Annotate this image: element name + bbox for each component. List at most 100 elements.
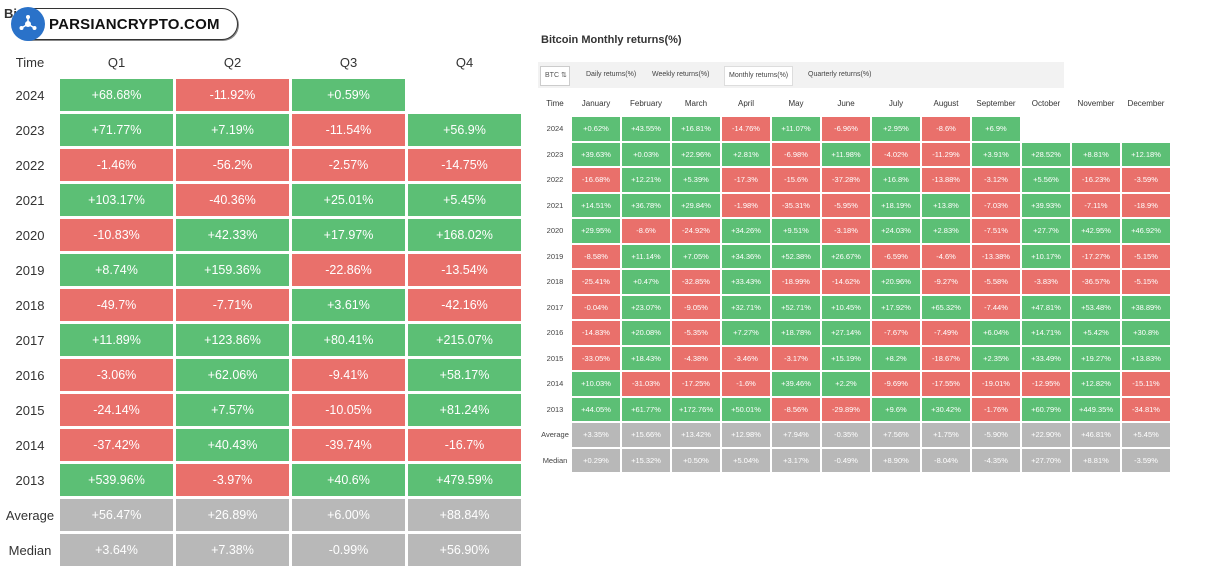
return-cell: +33.43% — [722, 270, 770, 294]
row-label: 2021 — [15, 192, 45, 208]
return-cell: -9.41% — [292, 359, 405, 391]
tab-daily[interactable]: Daily returns(%) — [586, 71, 637, 78]
returns-toolbar: BTC ⇅ Daily returns(%) Weekly returns(%) M… — [538, 62, 1064, 88]
return-cell: -3.97% — [176, 464, 289, 496]
return-cell: +46.92% — [1122, 219, 1170, 243]
return-cell: +11.14% — [622, 244, 670, 268]
table-row: 2023 +39.63% +0.03% +22.96% +2.81% -6.98% +11.… — [540, 142, 1170, 166]
return-cell: +68.68% — [60, 79, 173, 111]
return-cell: -1.6% — [722, 372, 770, 396]
return-cell: +39.63% — [572, 142, 620, 166]
return-cell: +39.46% — [772, 372, 820, 396]
return-cell: +25.01% — [292, 184, 405, 216]
return-cell: +5.42% — [1072, 321, 1120, 345]
table-row: 2015 -24.14% +7.57% -10.05% +81.24% — [3, 394, 521, 426]
return-cell: -33.05% — [572, 346, 620, 370]
return-cell: +33.49% — [1022, 346, 1070, 370]
asset-select-value: BTC — [545, 72, 559, 79]
return-cell: +17.92% — [872, 295, 920, 319]
table-row: 2024 +0.62% +43.55% +16.81% -14.76% +11.07% -6… — [540, 117, 1170, 141]
column-header: Q4 — [455, 54, 474, 70]
return-cell: +65.32% — [922, 295, 970, 319]
return-cell: +19.27% — [1072, 346, 1120, 370]
row-label: Average — [5, 507, 55, 523]
return-cell: -16.23% — [1072, 168, 1120, 192]
return-cell: -7.67% — [872, 321, 920, 345]
table-row: 2016 -14.83% +20.08% -5.35% +7.27% +18.78% +27… — [540, 321, 1170, 345]
monthly-title: Bitcoin Monthly returns(%) — [541, 34, 682, 46]
return-cell: +7.19% — [176, 114, 289, 146]
return-cell: +0.03% — [622, 142, 670, 166]
return-cell: -0.99% — [292, 534, 405, 566]
return-cell: -4.35% — [972, 448, 1020, 472]
return-cell: -37.28% — [822, 168, 870, 192]
return-cell — [408, 79, 521, 111]
return-cell: +26.67% — [822, 244, 870, 268]
site-logo[interactable]: PARSIANCRYPTO.COM — [11, 7, 238, 41]
return-cell: +56.47% — [60, 499, 173, 531]
tab-weekly[interactable]: Weekly returns(%) — [652, 71, 710, 78]
return-cell: -3.83% — [1022, 270, 1070, 294]
return-cell: -4.6% — [922, 244, 970, 268]
return-cell: +0.47% — [622, 270, 670, 294]
return-cell: +2.2% — [822, 372, 870, 396]
row-label: 2020 — [15, 227, 45, 243]
return-cell: -8.56% — [772, 397, 820, 421]
return-cell: -5.58% — [972, 270, 1020, 294]
return-cell: -3.46% — [722, 346, 770, 370]
return-cell: -0.49% — [822, 448, 870, 472]
return-cell: -18.99% — [772, 270, 820, 294]
return-cell: -14.76% — [722, 117, 770, 141]
return-cell: +29.84% — [672, 193, 720, 217]
return-cell: +50.01% — [722, 397, 770, 421]
asset-select[interactable]: BTC ⇅ — [540, 66, 570, 86]
return-cell: +6.00% — [292, 499, 405, 531]
return-cell: +7.05% — [672, 244, 720, 268]
return-cell: -15.6% — [772, 168, 820, 192]
return-cell: -35.31% — [772, 193, 820, 217]
table-row: 2015 -33.05% +18.43% -4.38% -3.46% -3.17% +15.… — [540, 346, 1170, 370]
return-cell: +7.94% — [772, 423, 820, 447]
return-cell: -17.25% — [672, 372, 720, 396]
return-cell: -5.35% — [672, 321, 720, 345]
return-cell: +11.98% — [822, 142, 870, 166]
return-cell: -7.71% — [176, 289, 289, 321]
tab-monthly[interactable]: Monthly returns(%) — [724, 66, 794, 86]
row-label: 2019 — [546, 251, 564, 261]
return-cell: +3.91% — [972, 142, 1020, 166]
return-cell: -8.58% — [572, 244, 620, 268]
column-header: Q1 — [107, 54, 126, 70]
return-cell: +8.81% — [1072, 448, 1120, 472]
row-label: Average — [541, 430, 569, 440]
column-header: February — [629, 99, 662, 108]
return-cell: +46.81% — [1072, 423, 1120, 447]
return-cell: +2.81% — [722, 142, 770, 166]
table-row: 2022 -1.46% -56.2% -2.57% -14.75% — [3, 149, 521, 181]
return-cell: -18.67% — [922, 346, 970, 370]
return-cell: +16.8% — [872, 168, 920, 192]
table-row: 2019 -8.58% +11.14% +7.05% +34.36% +52.38% +26… — [540, 244, 1170, 268]
return-cell: -56.2% — [176, 149, 289, 181]
return-cell: +172.76% — [672, 397, 720, 421]
monthly-table: Time January February March April May June July… — [538, 90, 1172, 474]
return-cell: +42.33% — [176, 219, 289, 251]
return-cell: -3.59% — [1122, 168, 1170, 192]
return-cell: -6.96% — [822, 117, 870, 141]
return-cell: -1.98% — [722, 193, 770, 217]
return-cell: -3.59% — [1122, 448, 1170, 472]
row-label: 2017 — [15, 332, 45, 348]
return-cell: +13.8% — [922, 193, 970, 217]
return-cell: -39.74% — [292, 429, 405, 461]
return-cell: +10.45% — [822, 295, 870, 319]
return-cell: +3.61% — [292, 289, 405, 321]
return-cell: -15.11% — [1122, 372, 1170, 396]
return-cell: +32.71% — [722, 295, 770, 319]
return-cell: +56.9% — [408, 114, 521, 146]
return-cell: +44.05% — [572, 397, 620, 421]
table-row: Median +3.64% +7.38% -0.99% +56.90% — [3, 534, 521, 566]
return-cell: +2.83% — [922, 219, 970, 243]
tab-quarterly[interactable]: Quarterly returns(%) — [808, 71, 872, 78]
return-cell: -6.98% — [772, 142, 820, 166]
column-header: July — [888, 99, 904, 108]
return-cell: -13.88% — [922, 168, 970, 192]
